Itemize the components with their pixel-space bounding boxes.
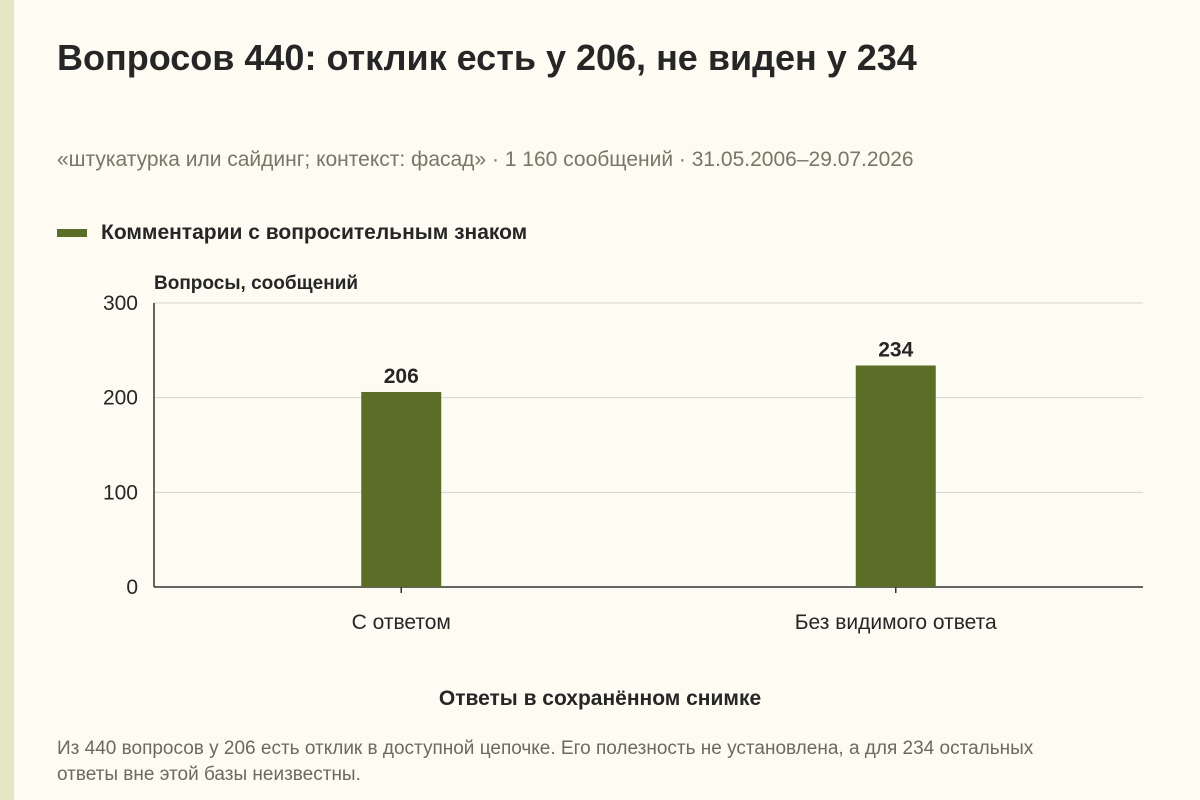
x-axis-title: Ответы в сохранённом снимке — [438, 687, 762, 710]
y-axis-label: Вопросы, сообщений — [154, 273, 359, 294]
y-tick-label: 200 — [103, 387, 138, 410]
footnote: Из 440 вопросов у 206 есть отклик в дост… — [57, 738, 1034, 785]
data-label: 206 — [384, 365, 419, 388]
left-accent-strip — [0, 0, 14, 800]
x-tick-label: С ответом — [352, 611, 451, 634]
legend: Комментарии с вопросительным знаком — [57, 219, 527, 247]
legend-label: Комментарии с вопросительным знаком — [101, 221, 528, 244]
bar — [855, 365, 936, 587]
data-label: 234 — [878, 338, 913, 361]
bar — [361, 391, 442, 587]
y-tick-label: 100 — [103, 481, 138, 504]
y-tick-label: 0 — [126, 576, 138, 599]
y-tick-label: 300 — [103, 292, 138, 315]
x-tick-label: Без видимого ответа — [795, 611, 997, 634]
legend-swatch — [57, 229, 87, 237]
chart-subtitle: «штукатурка или сайдинг; контекст: фасад… — [57, 148, 914, 171]
chart-title: Вопросов 440: отклик есть у 206, не виде… — [57, 37, 917, 78]
